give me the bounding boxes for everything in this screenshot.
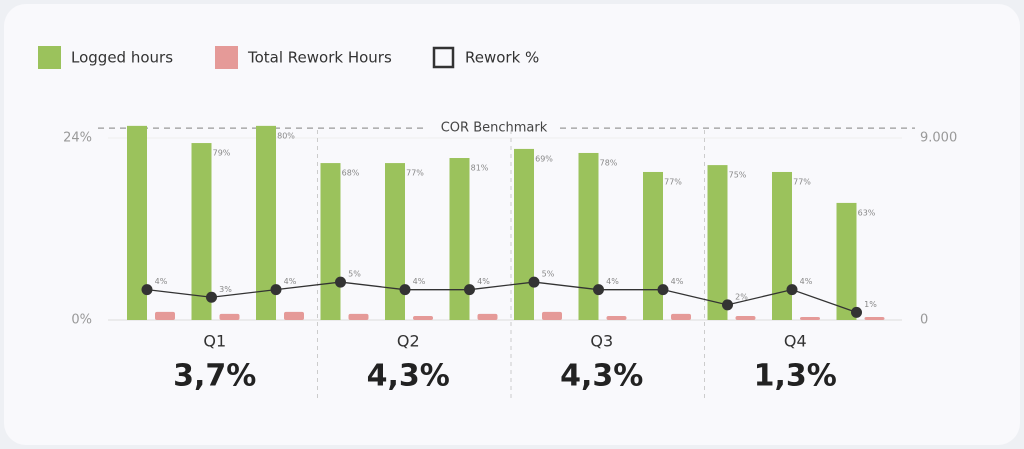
legend-label: Rework % (465, 49, 539, 67)
bar (127, 125, 147, 320)
point-label: 5% (348, 270, 361, 279)
bar (477, 313, 498, 320)
line-point (593, 284, 604, 296)
bar-label: 80% (277, 131, 295, 140)
bar (155, 311, 175, 320)
bar-label: 68% (342, 169, 360, 178)
bar (643, 171, 663, 320)
line-point (786, 284, 798, 296)
bar (191, 143, 212, 320)
line-point (270, 284, 282, 296)
point-label: 4% (477, 277, 490, 286)
bar (772, 171, 792, 320)
bar-label: 63% (858, 208, 876, 217)
bar (514, 148, 534, 320)
point-label: 1% (864, 300, 877, 309)
bar (449, 158, 470, 320)
bar (348, 313, 369, 320)
bar-label: 77% (664, 177, 682, 186)
bar-label: 69% (535, 154, 553, 163)
bar (735, 315, 756, 320)
point-label: 4% (155, 277, 168, 286)
bar (219, 313, 240, 320)
line-point (722, 299, 733, 311)
bar (671, 313, 691, 320)
bar-label: 78% (600, 158, 618, 167)
line-point (141, 284, 153, 296)
bar-label: 75% (729, 171, 747, 180)
bar-label: 77% (793, 177, 811, 186)
point-label: 4% (606, 277, 619, 286)
line-point (335, 276, 346, 288)
group-summary: 1,3% (754, 359, 837, 394)
group-summary: 3,7% (173, 359, 256, 394)
line-point (528, 276, 540, 288)
point-label: 4% (284, 277, 297, 286)
bar (256, 125, 276, 320)
bar (836, 202, 857, 320)
group-summary: 4,3% (367, 359, 450, 394)
point-label: 4% (671, 277, 684, 286)
bar (578, 152, 599, 320)
group-label: Q4 (784, 332, 807, 351)
bar (606, 315, 627, 320)
benchmark-bg (428, 119, 560, 138)
point-label: 5% (542, 270, 555, 279)
bar-label: 81% (471, 164, 489, 173)
bar (284, 311, 304, 320)
bar (542, 311, 562, 320)
card (4, 4, 1020, 445)
bar (320, 163, 341, 320)
bar (413, 315, 433, 320)
y2-tick-label: 0 (920, 313, 928, 328)
line-point (464, 284, 475, 296)
group-summary: 4,3% (560, 359, 643, 394)
bar-label: 79% (213, 149, 231, 158)
bar-label: 77% (406, 169, 424, 178)
y-tick-label: 0% (71, 313, 92, 328)
group-label: Q2 (397, 332, 420, 351)
group-label: Q1 (203, 332, 226, 351)
point-label: 4% (413, 277, 426, 286)
bar (864, 316, 885, 320)
y-tick-label: 24% (63, 131, 92, 146)
bar (385, 163, 405, 320)
line-point (851, 306, 862, 318)
bar (707, 165, 728, 320)
group-label: Q3 (590, 332, 613, 351)
legend-swatch (215, 46, 238, 69)
legend-swatch (432, 46, 455, 69)
line-point (399, 284, 411, 296)
legend-label: Logged hours (71, 49, 173, 67)
legend-label: Total Rework Hours (247, 49, 392, 67)
benchmark-label: COR Benchmark (441, 121, 548, 136)
bar (800, 316, 820, 320)
line-point (206, 291, 217, 303)
point-label: 4% (800, 277, 813, 286)
line-point (657, 284, 669, 296)
point-label: 2% (735, 292, 748, 301)
line (146, 281, 857, 314)
y2-tick-label: 9.000 (920, 131, 957, 146)
point-label: 3% (219, 285, 232, 294)
legend-swatch (38, 46, 61, 69)
